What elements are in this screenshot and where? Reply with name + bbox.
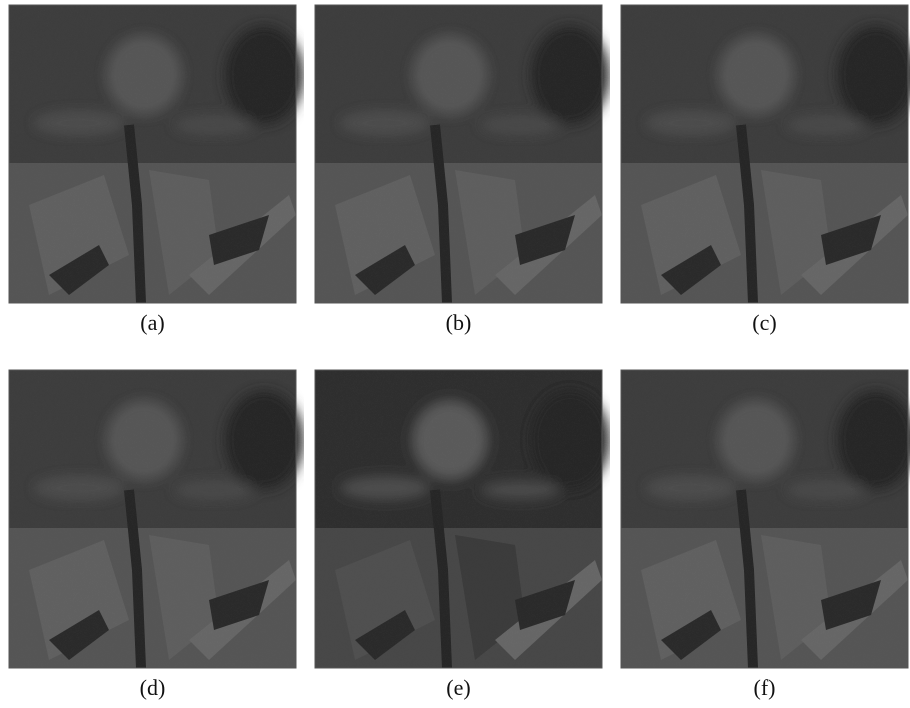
panel-image xyxy=(621,370,910,668)
leaf-band xyxy=(34,476,124,500)
leaf-band xyxy=(340,111,430,135)
image-content xyxy=(621,370,910,668)
image-content xyxy=(9,5,304,303)
panel-caption: (f) xyxy=(754,675,776,700)
flower xyxy=(718,400,794,480)
panel-image xyxy=(9,5,304,303)
figure: (a) (b) (c) (d) (e) (f) xyxy=(0,0,910,708)
flower xyxy=(718,35,794,115)
leaf-band xyxy=(340,476,430,500)
flower xyxy=(106,35,182,115)
panel-caption: (d) xyxy=(140,675,166,700)
panel-caption: (c) xyxy=(752,310,776,335)
dark-foliage xyxy=(530,25,610,125)
image-content xyxy=(621,5,910,303)
panel-caption: (a) xyxy=(140,310,164,335)
image-content xyxy=(9,370,304,668)
leaf-band xyxy=(174,115,254,135)
flower xyxy=(106,400,182,480)
panel-caption: (e) xyxy=(446,675,470,700)
leaf-band xyxy=(174,480,254,500)
panel-image xyxy=(9,370,304,668)
leaf-band xyxy=(34,111,124,135)
panel-image xyxy=(315,370,610,668)
panel-image xyxy=(315,5,610,303)
image-content xyxy=(315,5,610,303)
leaf-band xyxy=(480,115,560,135)
panel-caption: (b) xyxy=(446,310,472,335)
dark-foliage xyxy=(224,25,304,125)
panel-image xyxy=(621,5,910,303)
leaf-band xyxy=(646,476,736,500)
dark-foliage xyxy=(530,390,610,490)
flower xyxy=(412,400,488,480)
image-content xyxy=(315,370,610,668)
leaf-band xyxy=(646,111,736,135)
dark-foliage xyxy=(224,390,304,490)
leaf-band xyxy=(786,480,866,500)
leaf-band xyxy=(480,480,560,500)
leaf-band xyxy=(786,115,866,135)
flower xyxy=(412,35,488,115)
